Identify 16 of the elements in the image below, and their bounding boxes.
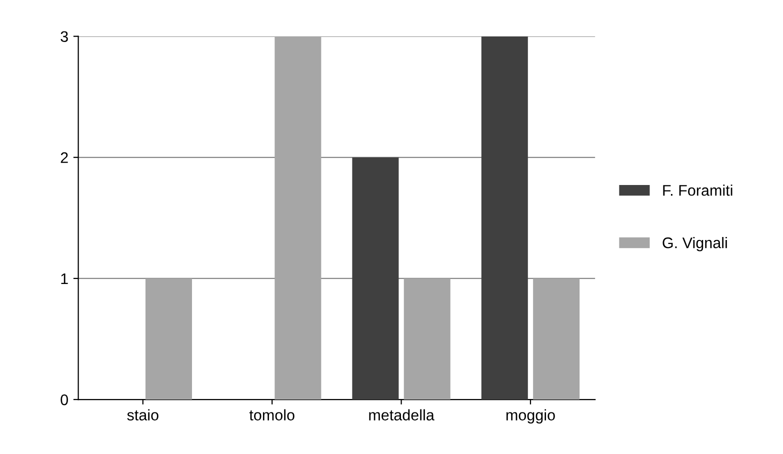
y-tick-label: 1 bbox=[61, 273, 68, 284]
x-tick-label: staio bbox=[127, 409, 158, 420]
x-tick-label: tomolo bbox=[249, 409, 294, 420]
bar bbox=[481, 36, 528, 400]
bar bbox=[533, 278, 580, 400]
bar bbox=[352, 157, 399, 400]
x-tick-label: metadella bbox=[369, 409, 434, 420]
bar bbox=[145, 278, 192, 400]
legend-label: G. Vignali bbox=[662, 237, 727, 252]
y-tick-label: 0 bbox=[60, 394, 68, 406]
bar bbox=[274, 36, 322, 400]
bar bbox=[404, 278, 450, 400]
y-tick-label: 2 bbox=[60, 152, 68, 163]
y-tick-label: 3 bbox=[60, 31, 68, 42]
x-tick-label: moggio bbox=[506, 409, 555, 424]
legend-label: F. Foramiti bbox=[663, 184, 732, 196]
